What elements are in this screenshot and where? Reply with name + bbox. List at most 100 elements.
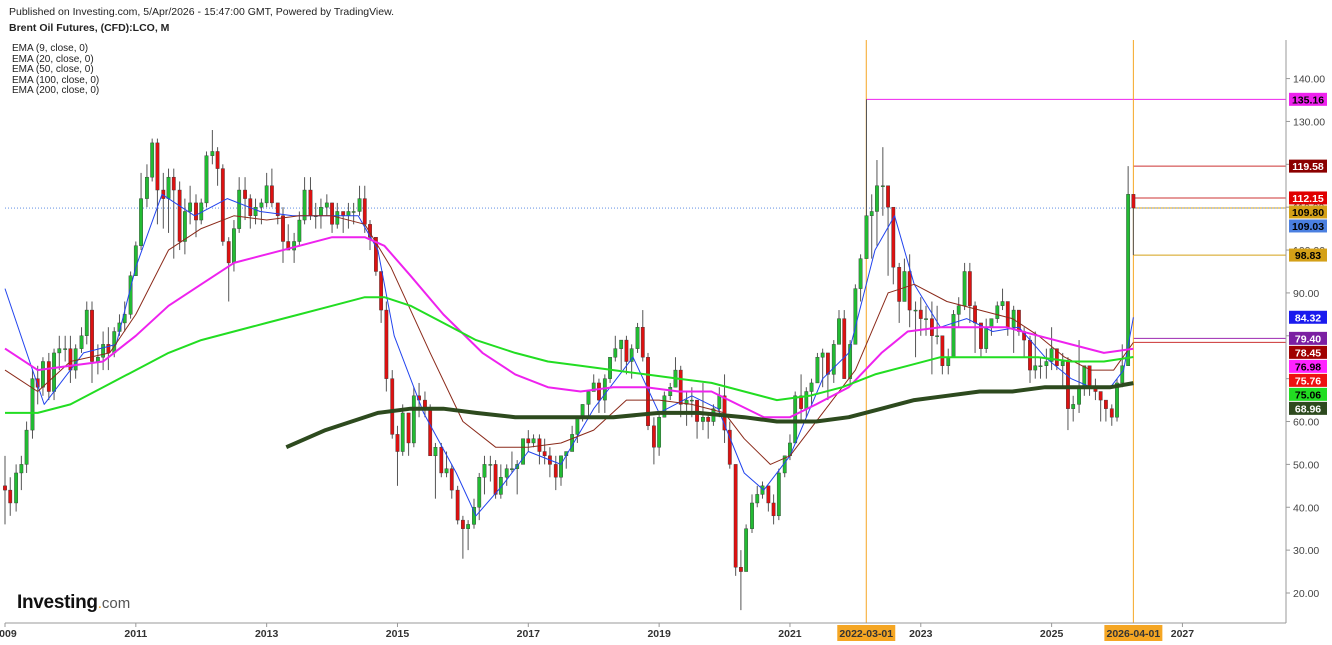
candle-body [701, 417, 705, 422]
candle-body [204, 155, 209, 204]
price-tags: 135.16 119.58 112.15 109.80 109.03 98.83 84.32… [1289, 92, 1327, 415]
candle [155, 138, 160, 225]
candle [281, 207, 285, 263]
candle [188, 185, 193, 225]
candle-body [297, 219, 302, 242]
legend-ema-9[interactable]: EMA (9, close, 0) [12, 43, 89, 54]
candle-body [286, 241, 291, 251]
candle [330, 202, 334, 233]
candle [537, 434, 542, 465]
candle-body [1049, 348, 1054, 362]
candle-body [1131, 194, 1136, 209]
published-caption: Published on Investing.com, 5/Apr/2026 -… [9, 6, 395, 18]
candle-body [145, 176, 149, 199]
candle-body [95, 357, 100, 362]
price-tag-label: 76.98 [1295, 361, 1321, 373]
investing-logo[interactable]: Investing.com [17, 592, 130, 614]
candle [220, 164, 225, 246]
candle-body [63, 348, 68, 350]
candle-body [706, 417, 711, 422]
candle-body [243, 189, 247, 199]
candle-body [444, 468, 449, 474]
candle-body [537, 438, 542, 452]
price-tag-box [1289, 92, 1327, 106]
legend-ema-50[interactable]: EMA (50, close, 0) [12, 64, 94, 75]
candle [243, 177, 247, 221]
candle [891, 206, 896, 285]
candle [613, 335, 618, 362]
candle-body [875, 185, 879, 212]
candle-body [984, 327, 989, 349]
candle-body [967, 271, 972, 306]
y-tick-label: 90.00 [1293, 288, 1319, 300]
candle-body [400, 412, 405, 452]
candle [395, 425, 400, 486]
candle-body [613, 348, 618, 358]
price-tag: 135.16 [1289, 92, 1327, 106]
candle [253, 198, 258, 225]
candle [84, 301, 89, 345]
candle [553, 455, 558, 491]
candle [63, 335, 68, 362]
candle [722, 374, 727, 443]
candle-body [662, 395, 667, 418]
candle [439, 442, 444, 478]
candle-body [177, 189, 182, 242]
candle [1028, 335, 1032, 383]
candle [652, 417, 656, 465]
candle-body [302, 189, 307, 221]
candle-body [433, 447, 438, 457]
candle [826, 352, 830, 401]
candle-body [374, 236, 378, 272]
x-tick-label: 2017 [517, 628, 541, 640]
candles [3, 99, 1136, 611]
price-tag-label: 79.40 [1295, 333, 1321, 345]
price-tag-box [1289, 219, 1327, 233]
candle [41, 357, 45, 396]
candle-body [466, 524, 471, 529]
legend-ema-200[interactable]: EMA (200, close, 0) [12, 85, 100, 96]
legend-ema-100[interactable]: EMA (100, close, 0) [12, 74, 100, 86]
candle-body [24, 429, 29, 465]
candle [750, 494, 754, 533]
candle [858, 254, 863, 302]
candle-body [14, 472, 19, 504]
candle [449, 464, 454, 499]
candle-body [907, 271, 912, 311]
candle [1126, 166, 1131, 366]
price-tag-box [1289, 310, 1327, 324]
price-tag-label: 75.76 [1295, 375, 1321, 387]
x-tick-label: 2013 [255, 628, 279, 640]
price-tag: 112.15 [1289, 191, 1327, 205]
candle [940, 335, 945, 375]
legend-ema-20[interactable]: EMA (20, close, 0) [12, 53, 94, 65]
candle [90, 301, 94, 383]
candle [237, 177, 242, 233]
highlight-date-box [837, 625, 896, 641]
candle [799, 374, 803, 422]
candle [79, 327, 84, 353]
candle [837, 310, 841, 345]
candle [1005, 301, 1010, 336]
price-tag-box [1289, 331, 1327, 345]
candle-body [521, 438, 525, 465]
candle [739, 550, 743, 611]
candle [897, 262, 902, 323]
candle-body [771, 502, 776, 517]
price-tag-box [1289, 401, 1327, 415]
candle [150, 138, 155, 182]
candle [455, 485, 460, 525]
candle [1000, 288, 1005, 311]
candle [635, 322, 640, 353]
candle [46, 352, 51, 401]
candle [869, 194, 874, 259]
candle-body [194, 202, 198, 221]
candle [1033, 331, 1038, 379]
candle [1071, 395, 1076, 422]
candle [488, 455, 493, 482]
candle-body [989, 318, 994, 328]
ema-line-2 [4, 236, 1134, 419]
candle [706, 412, 711, 439]
candle [1109, 404, 1114, 426]
